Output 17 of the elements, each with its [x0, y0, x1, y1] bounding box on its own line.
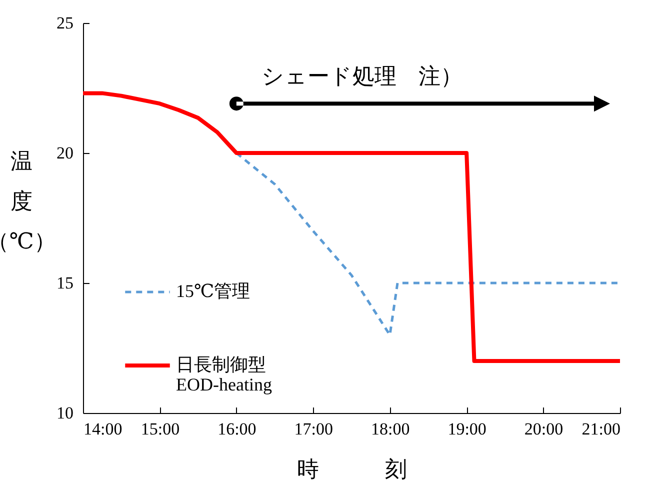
x-tick-label: 19:00 — [448, 420, 486, 438]
x-tick-label: 17:00 — [294, 420, 334, 438]
x-tick-label: 21:00 — [582, 420, 620, 438]
y-tick-label: 25 — [56, 14, 74, 32]
x-tick-label: 16:00 — [218, 420, 256, 438]
y-axis-title: 温度（℃） — [0, 148, 56, 254]
x-tick-label: 18:00 — [370, 420, 410, 438]
y-tick-label: 15 — [56, 274, 74, 292]
y-tick-label: 10 — [56, 404, 74, 422]
x-tick-label: 15:00 — [140, 420, 180, 438]
annotation: シェード処理 注） — [261, 64, 462, 89]
x-tick-label: 20:00 — [524, 420, 564, 438]
y-tick-label: 20 — [56, 144, 74, 162]
legend-label: 日長制御型 EOD-heating — [176, 354, 272, 394]
x-tick-label: 14:00 — [84, 420, 122, 438]
legend-label: 15℃管理 — [176, 281, 250, 301]
x-axis-title: 時 刻 — [297, 456, 407, 482]
